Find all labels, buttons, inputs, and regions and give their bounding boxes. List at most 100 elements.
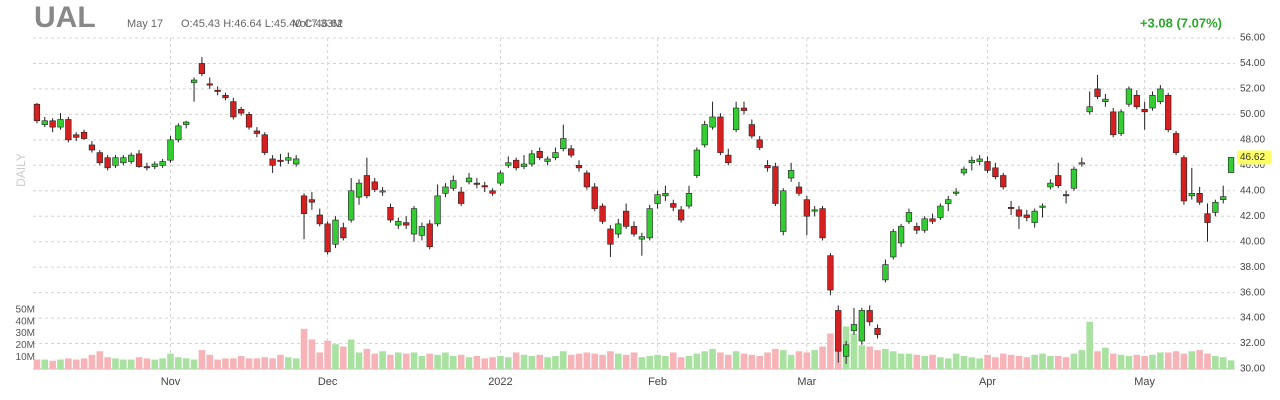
candle-body (355, 182, 363, 198)
volume-bar (151, 359, 159, 369)
y-tick-label: 36.00 (1240, 287, 1265, 298)
candle-body (575, 165, 583, 169)
volume-bar (1062, 357, 1070, 369)
candle-body (1149, 94, 1156, 109)
candle-body (269, 158, 276, 166)
volume-bar (559, 351, 567, 369)
volume-bar (638, 357, 646, 369)
ohlc-readout: O:45.43 H:46.64 L:45.40 C:46.62 (181, 18, 343, 30)
candle-body (253, 130, 261, 134)
volume-bar (1094, 351, 1101, 369)
y-tick-label: 30.00 (1240, 364, 1265, 375)
candle-body (128, 154, 135, 162)
candle-body (135, 153, 143, 167)
candle-body (230, 101, 237, 118)
volume-bar (57, 359, 64, 369)
volume-bar (457, 354, 465, 369)
y-tick-label: 46.00 (1240, 160, 1265, 171)
x-tick-label: Nov (161, 376, 181, 388)
candle-body (245, 114, 253, 128)
candle-body (552, 152, 559, 158)
volume-bar (819, 346, 826, 369)
candle-body (143, 166, 151, 169)
x-tick-label: Dec (318, 376, 338, 388)
volume-bar (811, 350, 818, 369)
candle-body (505, 162, 512, 166)
x-tick-label: May (1134, 376, 1155, 388)
volume-bar (944, 358, 952, 369)
volume-bar (167, 353, 174, 369)
volume-bar (230, 358, 237, 369)
candle-body (300, 195, 308, 214)
y-tick-label: 40.00 (1240, 236, 1265, 247)
candle-body (1007, 207, 1015, 209)
volume-bar (41, 359, 49, 369)
candle-body (434, 195, 441, 225)
candle-body (780, 190, 787, 232)
volume-bar (237, 355, 245, 369)
volume-bar (473, 355, 481, 369)
volume-bar (968, 357, 976, 369)
volume-bar (285, 357, 292, 369)
volume-bar (497, 355, 504, 369)
y-tick-label: 32.00 (1240, 338, 1265, 349)
volume-bar (614, 353, 622, 369)
candle-body (819, 208, 826, 239)
volume-bar (292, 358, 300, 369)
volume-bar (387, 354, 394, 369)
candle-body (968, 159, 975, 164)
candle-body (112, 157, 119, 166)
candle-body (1110, 111, 1117, 136)
candle-body (1094, 88, 1101, 97)
candle-body (630, 226, 638, 235)
candle-body (1055, 175, 1062, 186)
candle-body (685, 193, 693, 207)
candle-body (387, 207, 394, 221)
volume-bar (795, 351, 803, 369)
volume-bar (622, 354, 630, 369)
candle-body (1212, 201, 1219, 213)
candle-body (167, 139, 174, 161)
candle-body (442, 186, 449, 194)
volume-bar (1149, 354, 1156, 369)
candle-body (1125, 88, 1133, 105)
volume-bar (33, 359, 41, 369)
volume-bar (999, 353, 1007, 369)
candle-body (646, 208, 653, 239)
volume-bar (1133, 354, 1141, 369)
candle-body (151, 163, 158, 167)
candle-body (1204, 213, 1211, 223)
candle-body (921, 218, 928, 231)
candle-body (489, 190, 496, 194)
candle-body (96, 152, 103, 164)
volume-bar (1164, 352, 1172, 369)
candle-body (1196, 193, 1203, 203)
candle-body (57, 119, 64, 128)
candle-body (803, 199, 810, 217)
candle-body (1070, 168, 1078, 189)
y-tick-label: 50.00 (1240, 109, 1265, 120)
candle-body (73, 134, 80, 138)
volume-bar (316, 352, 324, 369)
candle-body (1227, 157, 1235, 173)
volume-bar (96, 351, 104, 369)
volume-tick-label: 30M (16, 328, 35, 339)
volume-bar (1007, 354, 1015, 369)
volume-bar (159, 358, 166, 369)
volume-bar (395, 352, 402, 369)
volume-bar (905, 353, 913, 369)
volume-bar (756, 355, 763, 369)
volume-bar (127, 359, 135, 369)
volume-bar (544, 357, 551, 369)
candle-body (458, 191, 465, 204)
candle-body (238, 108, 245, 114)
volume-bar (72, 359, 80, 369)
volume-bar (1078, 350, 1086, 369)
candle-body (866, 310, 873, 323)
volume-bar (1015, 355, 1023, 369)
volume-bar (261, 357, 269, 369)
candle-body (1157, 88, 1164, 102)
candle-body (717, 116, 724, 153)
candle-body (1031, 210, 1038, 223)
volume-bar (80, 358, 88, 369)
